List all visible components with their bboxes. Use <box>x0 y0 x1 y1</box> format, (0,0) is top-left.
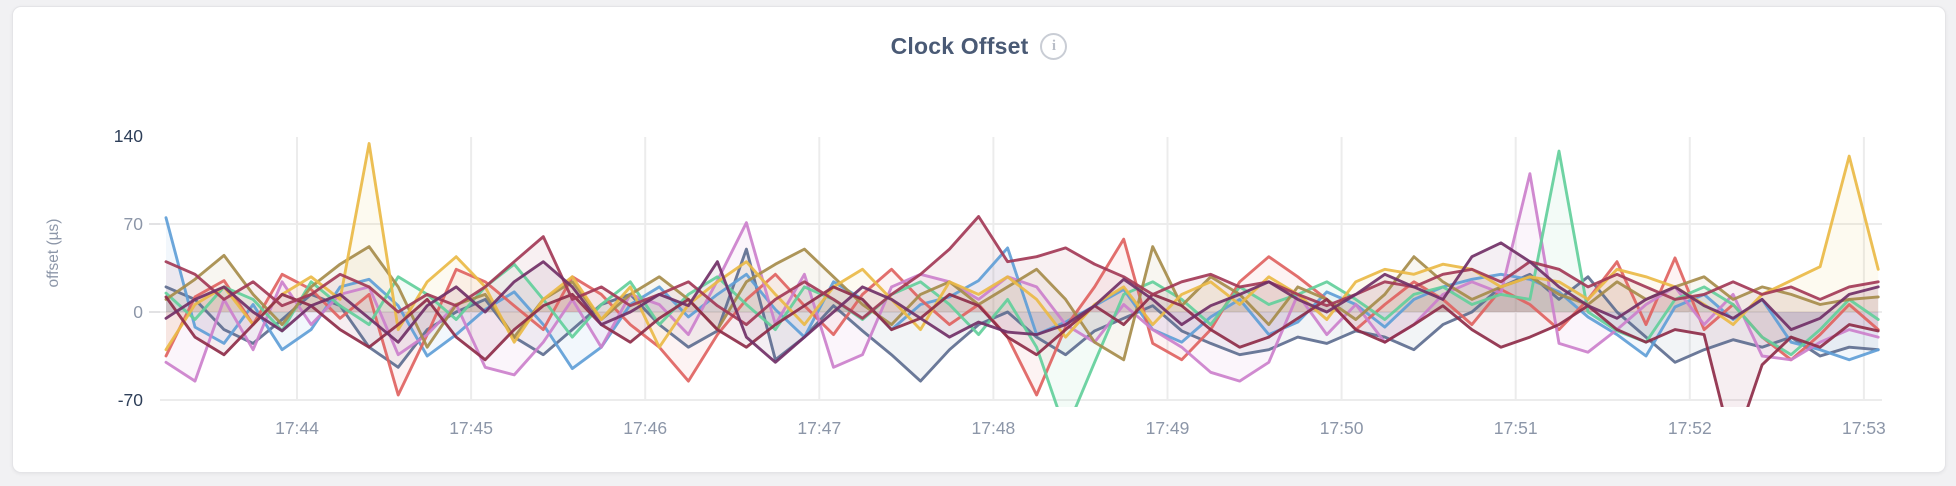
y-tick-label: 0 <box>133 302 143 322</box>
series-line-series-9-wine <box>164 285 1880 407</box>
series-area-series-7-slate <box>166 249 1879 382</box>
chart-title: Clock Offset <box>890 33 1029 59</box>
y-axis-title: offset (µs) <box>45 219 62 288</box>
series-area-series-5-olive <box>166 246 1879 360</box>
x-tick-label: 17:47 <box>797 418 841 438</box>
x-tick-label: 17:46 <box>623 418 667 438</box>
x-tick-label: 17:44 <box>275 418 319 438</box>
x-tick-label: 17:45 <box>449 418 493 438</box>
series-line-series-10-plum <box>164 241 1880 364</box>
x-tick-label: 17:48 <box>972 418 1016 438</box>
y-tick-label: 70 <box>124 214 144 234</box>
series-area-series-6-orchid <box>166 173 1879 382</box>
y-tick-label: -70 <box>118 390 144 410</box>
info-icon[interactable]: i <box>1040 33 1068 60</box>
x-tick-label: 17:50 <box>1320 418 1364 438</box>
series-line-series-3-green <box>164 149 1880 407</box>
clock-offset-card: Clock Offset i <box>12 6 1946 473</box>
x-tick-label: 17:53 <box>1842 418 1886 438</box>
series-line-series-5-olive <box>164 245 1880 362</box>
chart-header: Clock Offset i <box>13 33 1945 60</box>
x-tick-label: 17:49 <box>1146 418 1190 438</box>
series-area-series-2-red <box>166 239 1879 395</box>
series-area-series-8-maroon <box>166 216 1879 325</box>
series-line-series-8-maroon <box>164 215 1880 327</box>
series-line-series-1-blue <box>164 216 1880 371</box>
series-line-series-4-gold <box>164 142 1880 352</box>
series-area-series-4-gold <box>166 143 1879 350</box>
x-tick-label: 17:52 <box>1668 418 1712 438</box>
y-tick-label: 140 <box>114 126 143 146</box>
x-tick-label: 17:51 <box>1494 418 1538 438</box>
